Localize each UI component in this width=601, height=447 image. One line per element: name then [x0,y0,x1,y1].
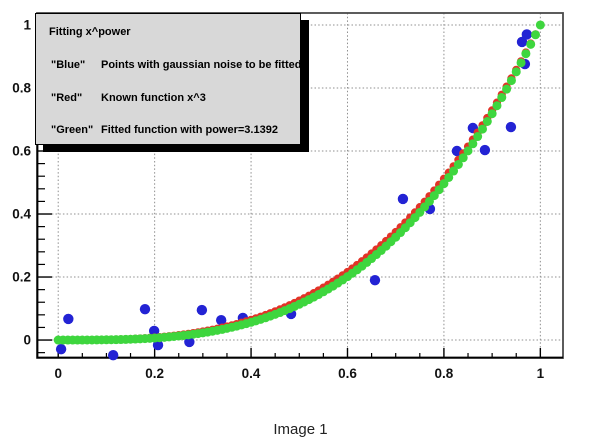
blue-data-point [369,274,381,286]
blue-data-point [397,193,409,205]
legend-entry-red-quote: "Red" [51,92,83,104]
blue-data-point [107,349,119,361]
y-tick-label: 0.4 [12,207,31,222]
blue-data-point [63,313,74,325]
blue-data-point [516,36,528,48]
legend-entry-green: "Green" Fitted function with power=3.1392 [51,124,278,136]
image-caption: Image 1 [273,421,328,438]
legend-entry-green-text: Fitted function with power=3.1392 [101,124,278,136]
green-fitted-point [477,124,487,134]
green-fitted-point [449,166,459,176]
green-fitted-point [535,20,545,30]
green-fitted-point [434,185,444,195]
green-fitted-point [487,109,497,119]
x-tick-label: 0 [54,366,62,381]
green-fitted-point [439,179,449,189]
axis-labels: 0 0.2 0.4 0.6 0.8 1 0 0.2 0.4 0.6 0.8 1 [12,17,544,381]
legend-entry-red: "Red" Known function x^3 [51,92,206,104]
green-fitted-point [531,30,541,40]
green-fitted-point [444,172,454,182]
blue-data-point [55,343,67,355]
x-tick-label: 0.4 [242,366,261,381]
blue-data-point [184,336,195,348]
x-tick-label: 0.6 [338,366,357,381]
green-fitted-point [497,93,507,103]
green-fitted-point [511,67,521,77]
y-tick-label: 0.8 [12,80,31,95]
green-fitted-point [468,139,478,149]
green-fitted-point [492,101,502,111]
legend-entry-blue-quote: "Blue" [51,59,86,71]
green-fitted-point [502,84,512,94]
x-tick-label: 1 [537,366,545,381]
legend-entry-green-quote: "Green" [51,124,94,136]
blue-data-point [505,121,517,133]
y-tick-label: 1 [23,17,31,32]
green-fitted-point [482,117,492,127]
legend-box: Fitting x^power "Blue" Points with gaussi… [35,13,301,145]
legend-entry-red-text: Known function x^3 [101,92,206,104]
x-tick-label: 0.2 [145,366,164,381]
green-fitted-point [463,146,473,156]
blue-data-point [139,303,151,315]
y-tick-label: 0.6 [12,144,31,159]
blue-data-point [152,339,164,351]
blue-data-point [215,314,227,326]
legend-title: Fitting x^power [49,26,131,38]
legend-entry-blue: "Blue" Points with gaussian noise to be f… [51,59,301,71]
y-tick-label: 0 [23,333,31,348]
green-fitted-point [516,58,526,68]
blue-data-point [196,304,208,316]
x-tick-label: 0.8 [435,366,454,381]
green-fitted-point [473,132,483,142]
green-fitted-point [453,160,463,170]
green-fitted-point [506,76,516,86]
green-fitted-point [526,39,536,49]
green-fitted-point [458,153,468,163]
y-tick-label: 0.2 [12,270,31,285]
blue-data-point [148,325,160,337]
blue-data-point [521,29,533,40]
blue-data-point [479,144,491,156]
data-layer [53,20,545,361]
legend-entry-blue-text: Points with gaussian noise to be fitted [101,59,302,71]
green-fitted-point [521,49,531,59]
